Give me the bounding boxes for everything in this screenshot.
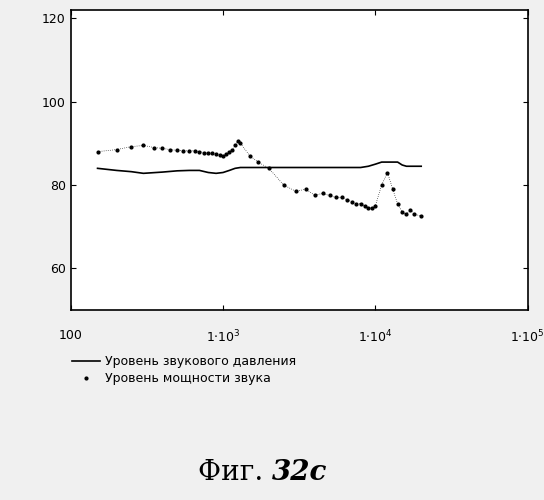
- Уровень звукового давления: [379, 159, 385, 165]
- Уровень мощности звука: [326, 192, 333, 198]
- Уровень звукового давления: [293, 164, 299, 170]
- Уровень мощности звука: [418, 213, 424, 219]
- Уровень мощности звука: [338, 194, 345, 200]
- Уровень звукового давления: [196, 168, 203, 173]
- Уровень звукового давления: [159, 169, 166, 175]
- Text: Фиг.: Фиг.: [198, 459, 272, 486]
- Уровень звукового давления: [411, 164, 417, 170]
- Уровень звукового давления: [372, 161, 379, 167]
- Уровень звукового давления: [232, 166, 238, 172]
- Уровень звукового давления: [418, 164, 424, 170]
- Уровень звукового давления: [128, 168, 134, 174]
- Уровень звукового давления: [255, 164, 262, 170]
- Уровень звукового давления: [174, 168, 181, 174]
- Уровень звукового давления: [390, 159, 396, 165]
- Уровень звукового давления: [213, 170, 219, 176]
- Уровень звукового давления: [205, 170, 212, 175]
- Уровень звукового давления: [312, 164, 318, 170]
- Уровень звукового давления: [338, 164, 345, 170]
- Уровень звукового давления: [365, 164, 372, 170]
- Уровень звукового давления: [186, 168, 193, 173]
- Уровень звукового давления: [113, 168, 120, 173]
- Text: 100: 100: [59, 329, 83, 342]
- Уровень звукового давления: [349, 164, 355, 170]
- Line: Уровень звукового давления: Уровень звукового давления: [97, 162, 421, 173]
- Text: $1{\cdot}10^3$: $1{\cdot}10^3$: [206, 329, 240, 345]
- Уровень звукового давления: [220, 170, 226, 175]
- Text: $1{\cdot}10^4$: $1{\cdot}10^4$: [358, 329, 393, 345]
- Legend: Уровень звукового давления, Уровень мощности звука: Уровень звукового давления, Уровень мощн…: [72, 355, 296, 385]
- Уровень звукового давления: [399, 162, 405, 168]
- Уровень звукового давления: [140, 170, 147, 176]
- Text: 32c: 32c: [272, 459, 327, 486]
- Уровень звукового давления: [407, 164, 414, 170]
- Уровень мощности звука: [255, 159, 262, 165]
- Уровень мощности звука: [223, 151, 230, 157]
- Уровень звукового давления: [326, 164, 333, 170]
- Уровень звукового давления: [280, 164, 287, 170]
- Уровень звукового давления: [403, 164, 410, 170]
- Уровень звукового давления: [237, 164, 244, 170]
- Уровень мощности звука: [150, 144, 157, 150]
- Уровень звукового давления: [394, 159, 401, 165]
- Уровень звукового давления: [357, 164, 364, 170]
- Уровень мощности звука: [234, 138, 241, 144]
- Уровень звукового давления: [94, 166, 101, 172]
- Уровень звукового давления: [384, 159, 391, 165]
- Уровень звукового давления: [246, 164, 253, 170]
- Line: Уровень мощности звука: Уровень мощности звука: [95, 138, 424, 219]
- Уровень звукового давления: [226, 168, 233, 173]
- Text: $1{\cdot}10^5$: $1{\cdot}10^5$: [510, 329, 544, 345]
- Уровень мощности звука: [94, 148, 101, 154]
- Уровень мощности звука: [403, 211, 410, 217]
- Уровень звукового давления: [265, 164, 272, 170]
